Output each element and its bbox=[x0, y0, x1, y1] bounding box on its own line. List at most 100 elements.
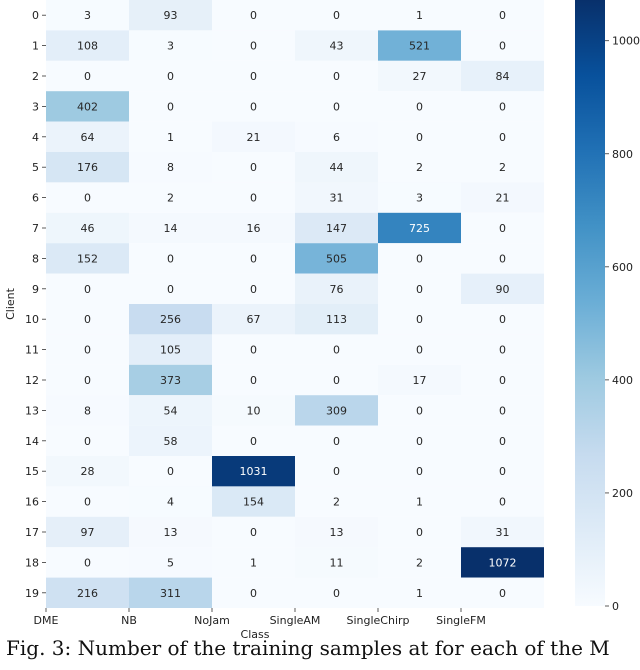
heatmap-cell bbox=[129, 212, 212, 244]
heatmap-cell bbox=[212, 243, 295, 274]
y-tick-label: 19 bbox=[25, 587, 39, 600]
heatmap-cell bbox=[212, 516, 295, 548]
cell-value-label: 0 bbox=[499, 496, 506, 509]
cell-value-label: 54 bbox=[164, 404, 178, 417]
heatmap-cell bbox=[295, 547, 378, 578]
heatmap-cell bbox=[212, 395, 295, 426]
cell-value-label: 0 bbox=[499, 9, 506, 22]
cell-value-label: 154 bbox=[243, 496, 264, 509]
cell-value-label: 0 bbox=[84, 435, 91, 448]
figure-caption: Fig. 3: Number of the training samples a… bbox=[6, 636, 610, 660]
cell-value-label: 0 bbox=[250, 526, 257, 539]
heatmap-cell bbox=[129, 547, 212, 578]
heatmap-cell bbox=[212, 152, 295, 183]
heatmap-cell bbox=[378, 516, 461, 548]
y-tick-label: 6 bbox=[32, 192, 39, 205]
cell-value-label: 0 bbox=[499, 374, 506, 387]
heatmap-cell bbox=[129, 456, 212, 487]
cell-value-label: 113 bbox=[326, 313, 347, 326]
cell-value-label: 0 bbox=[499, 587, 506, 600]
cell-value-label: 176 bbox=[77, 161, 98, 174]
heatmap-cell bbox=[378, 547, 461, 578]
heatmap-cell bbox=[378, 0, 461, 31]
cell-value-label: 0 bbox=[416, 526, 423, 539]
cell-value-label: 84 bbox=[496, 70, 510, 83]
cell-value-label: 67 bbox=[247, 313, 261, 326]
heatmap-cell bbox=[378, 486, 461, 517]
heatmap-cell bbox=[212, 425, 295, 456]
cell-value-label: 0 bbox=[84, 192, 91, 205]
x-tick-label: NoJam bbox=[194, 614, 230, 627]
cell-value-label: 0 bbox=[416, 435, 423, 448]
heatmap-cell bbox=[129, 486, 212, 517]
heatmap-cell bbox=[46, 577, 129, 608]
y-axis-label: Client bbox=[4, 287, 17, 320]
cell-value-label: 0 bbox=[250, 161, 257, 174]
x-tick-label: DME bbox=[34, 614, 59, 627]
x-axis-label: Class bbox=[241, 628, 270, 640]
colorbar bbox=[575, 0, 605, 606]
cell-value-label: 0 bbox=[499, 344, 506, 357]
cell-value-label: 0 bbox=[84, 70, 91, 83]
cell-value-label: 0 bbox=[416, 252, 423, 265]
cell-value-label: 1 bbox=[250, 556, 257, 569]
heatmap-cell bbox=[378, 152, 461, 183]
cell-value-label: 1 bbox=[416, 587, 423, 600]
heatmap-cell bbox=[378, 91, 461, 122]
heatmap-cell bbox=[212, 91, 295, 122]
heatmap-cell bbox=[212, 334, 295, 365]
x-tick-label: SingleChirp bbox=[346, 614, 409, 627]
cell-value-label: 2 bbox=[416, 161, 423, 174]
cell-value-label: 90 bbox=[496, 283, 510, 296]
heatmap-cell bbox=[212, 273, 295, 304]
heatmap-cell bbox=[129, 304, 212, 335]
cell-value-label: 0 bbox=[84, 344, 91, 357]
heatmap-cell bbox=[212, 30, 295, 61]
heatmap-cell bbox=[295, 486, 378, 517]
heatmap-cell bbox=[295, 152, 378, 183]
y-tick-label: 5 bbox=[32, 161, 39, 174]
cell-value-label: 0 bbox=[250, 192, 257, 205]
cell-value-label: 0 bbox=[416, 100, 423, 113]
heatmap-cell bbox=[295, 273, 378, 304]
heatmap-cell bbox=[129, 60, 212, 92]
heatmap-cell bbox=[461, 212, 544, 244]
heatmap-cell bbox=[461, 577, 544, 608]
cell-value-label: 105 bbox=[160, 344, 181, 357]
cell-value-label: 0 bbox=[250, 344, 257, 357]
cell-value-label: 0 bbox=[499, 100, 506, 113]
cell-value-label: 13 bbox=[164, 526, 178, 539]
cell-value-label: 0 bbox=[250, 9, 257, 22]
cell-value-label: 0 bbox=[416, 131, 423, 144]
heatmap-cell bbox=[461, 395, 544, 426]
cell-value-label: 0 bbox=[499, 313, 506, 326]
cell-value-label: 402 bbox=[77, 100, 98, 113]
heatmap-cell bbox=[212, 0, 295, 31]
cell-value-label: 0 bbox=[499, 252, 506, 265]
heatmap-cell bbox=[46, 425, 129, 456]
cell-value-label: 4 bbox=[167, 496, 174, 509]
cell-value-label: 58 bbox=[164, 435, 178, 448]
cell-value-label: 1 bbox=[416, 496, 423, 509]
heatmap-cell bbox=[212, 121, 295, 152]
heatmap-cell bbox=[461, 304, 544, 335]
cell-value-label: 0 bbox=[84, 374, 91, 387]
y-tick-label: 3 bbox=[32, 100, 39, 113]
heatmap-cell bbox=[46, 395, 129, 426]
heatmap-cell bbox=[129, 182, 212, 213]
cell-value-label: 0 bbox=[333, 587, 340, 600]
heatmap-cell bbox=[46, 60, 129, 92]
heatmap-cell bbox=[212, 304, 295, 335]
heatmap-cell bbox=[461, 273, 544, 304]
heatmap-cell bbox=[295, 364, 378, 396]
cell-value-label: 2 bbox=[333, 496, 340, 509]
heatmap-cell bbox=[46, 334, 129, 365]
cell-value-label: 152 bbox=[77, 252, 98, 265]
heatmap-cell bbox=[212, 364, 295, 396]
cell-value-label: 0 bbox=[416, 465, 423, 478]
cell-value-label: 3 bbox=[167, 40, 174, 53]
cell-value-label: 21 bbox=[247, 131, 261, 144]
cell-value-label: 0 bbox=[499, 435, 506, 448]
